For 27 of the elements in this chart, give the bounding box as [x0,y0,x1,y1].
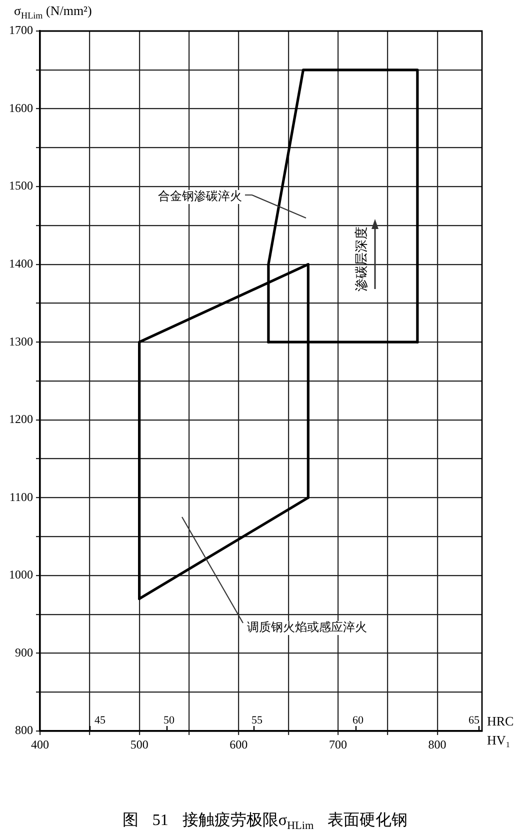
annotation: 渗碳层深度 [353,226,368,292]
x-tick-label: 800 [428,737,446,752]
y-tick-label: 1600 [9,100,33,115]
y-tick-label: 1700 [9,23,33,38]
text: HRC [487,713,514,728]
x-tick-label: 600 [230,737,248,752]
x-tick-label: 400 [31,737,49,752]
annotation: 调质钢火焰或感应淬火 [247,620,367,634]
y-tick-label: 1100 [9,490,33,504]
x-axis-title: HV₁ [487,732,510,748]
y-tick-label: 900 [15,645,33,660]
y-tick-label: 1400 [9,256,33,270]
y-tick-label: 1200 [9,412,33,426]
annotation: 55 [252,714,263,726]
y-tick-label: 800 [15,723,33,738]
chart-title: 图 51 接触疲劳极限σ$_{HLim}$ 表面硬化钢 [122,812,408,832]
y-tick-label: 1300 [9,334,33,348]
annotation: 60 [352,714,364,726]
x-tick-label: 700 [328,737,347,752]
annotation: 50 [164,714,175,726]
annotation: 45 [94,714,106,726]
y-tick-label: 1500 [9,178,33,193]
annotation: 65 [468,714,480,726]
x-tick-label: 500 [130,737,148,752]
y-axis-title: σ$_{HLim}$ (N/mm²) [14,3,92,21]
annotation: 合金钢渗碳淬火 [158,189,242,204]
y-tick-label: 1000 [9,568,33,582]
